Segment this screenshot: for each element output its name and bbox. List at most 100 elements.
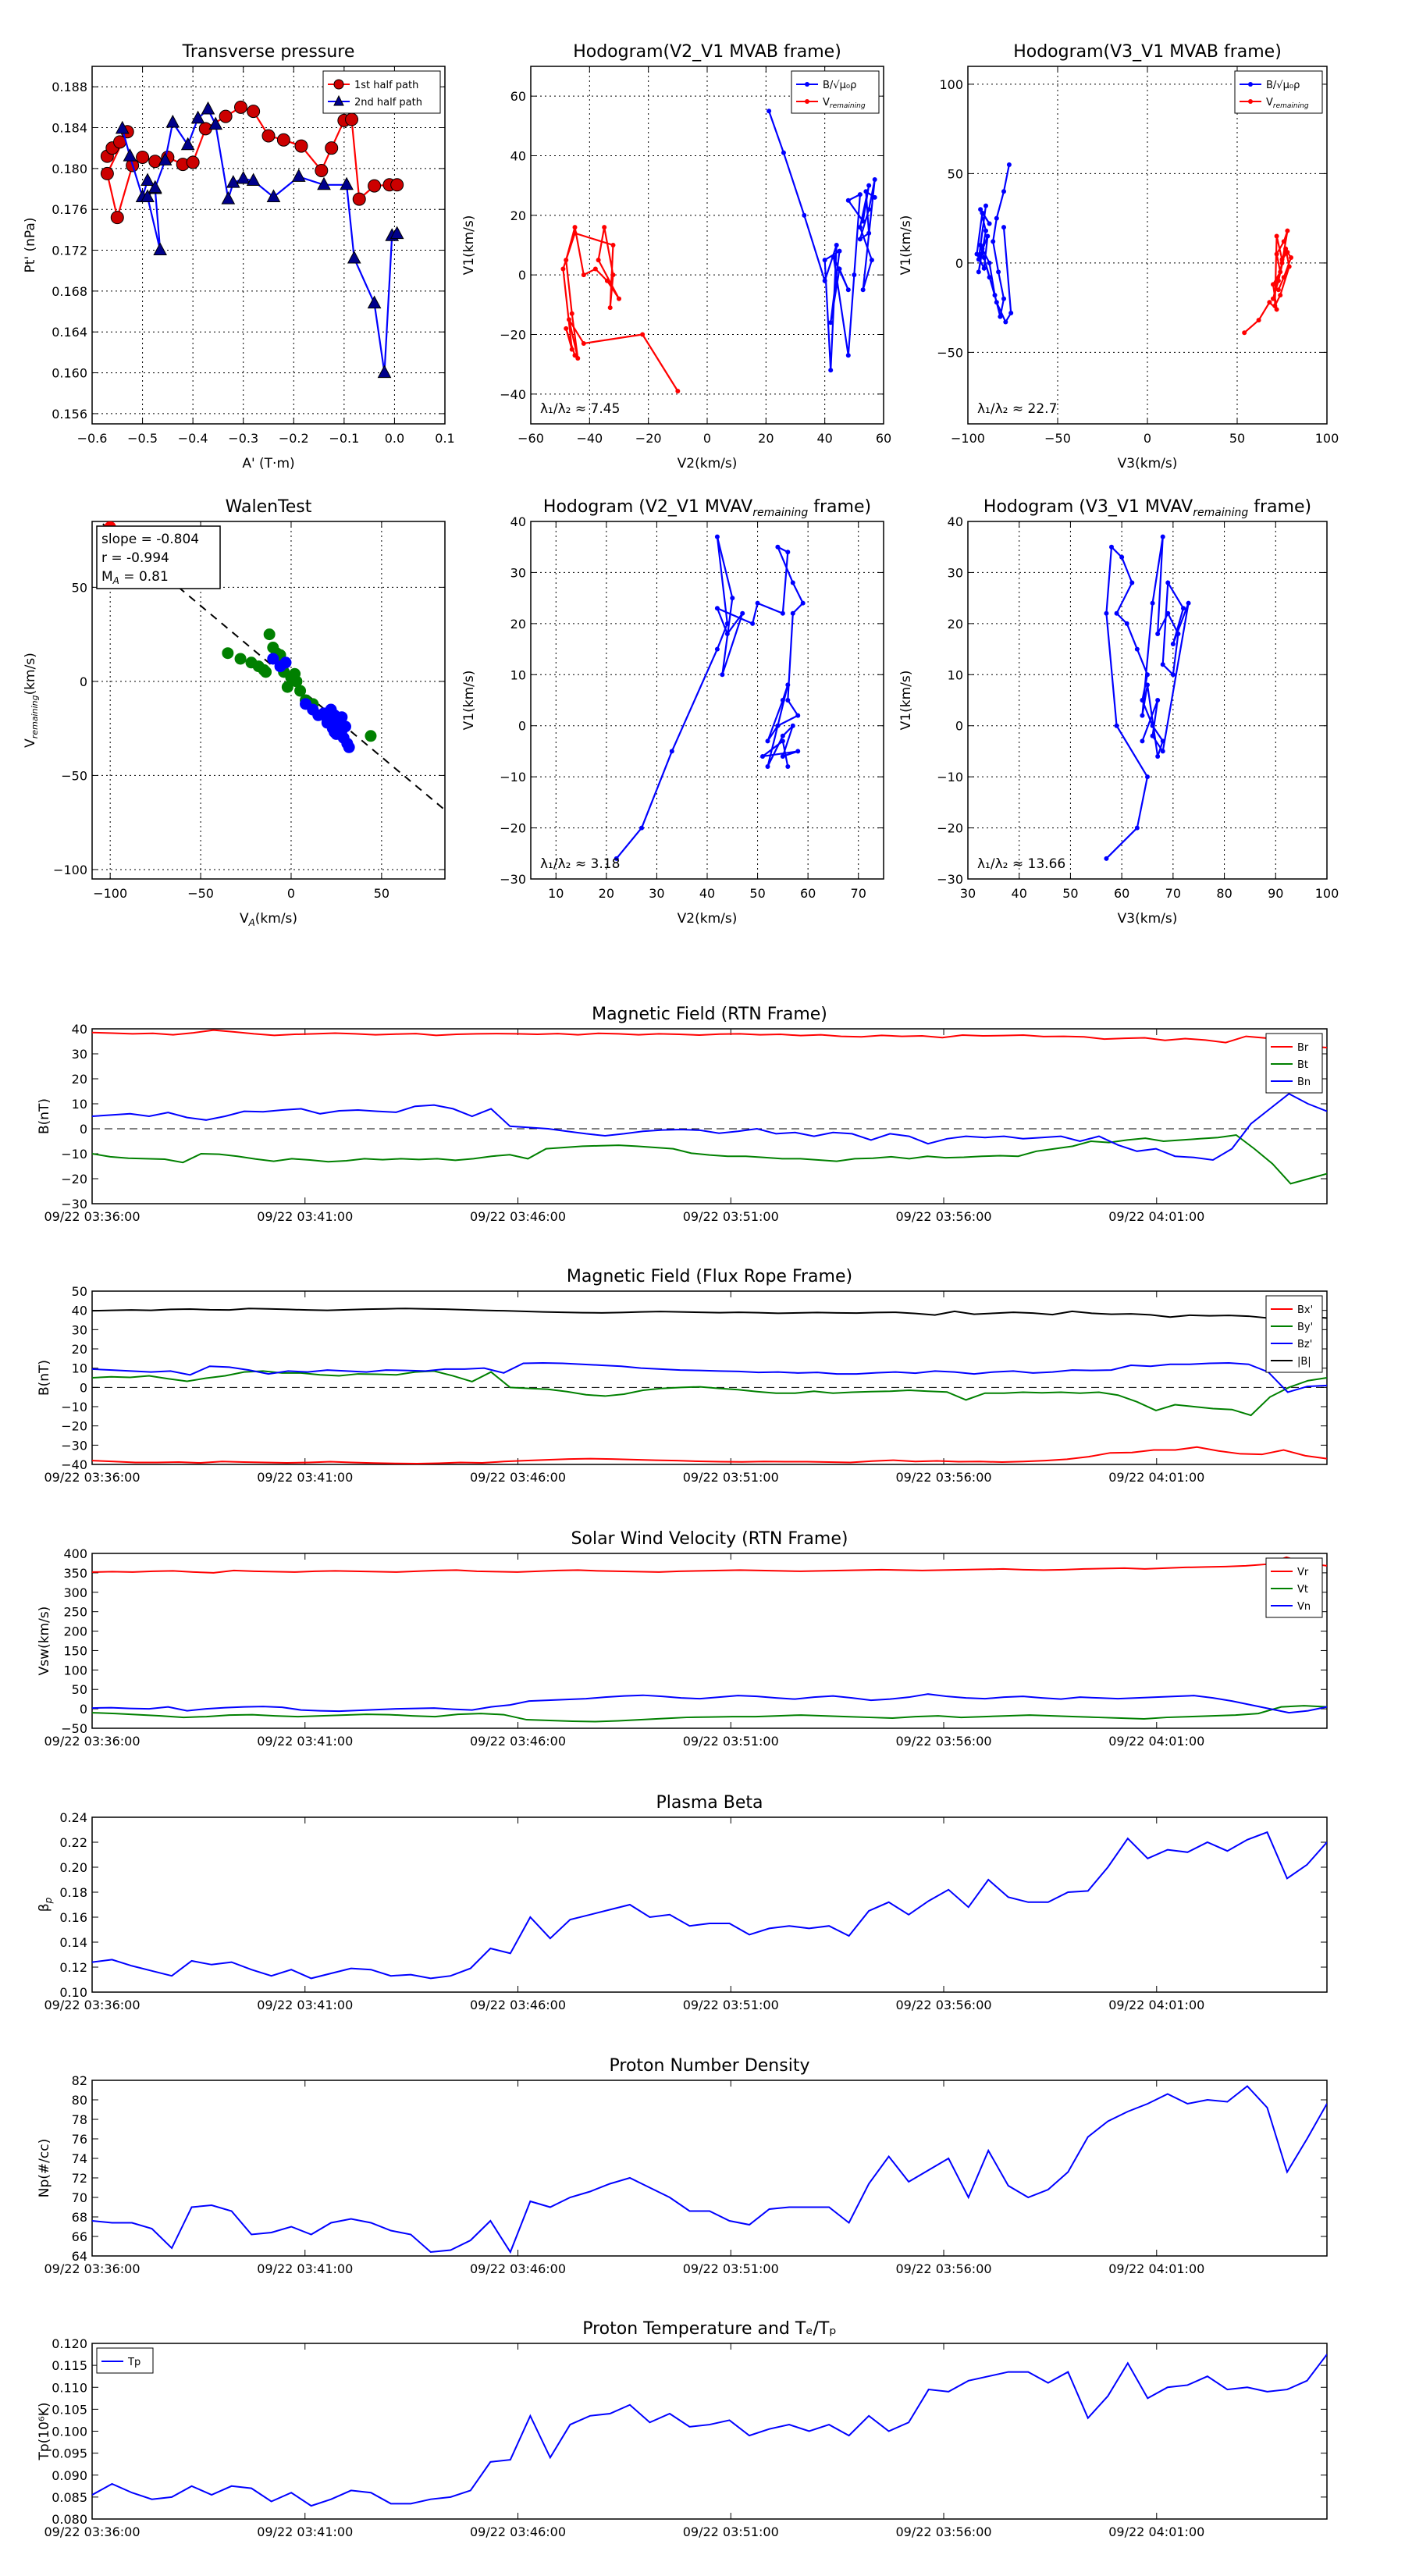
y-tick-label: 0.172 (52, 244, 87, 258)
chart-title: Proton Number Density (610, 2056, 810, 2076)
data-marker-dot (785, 550, 791, 555)
chart-magnetic-field-flux-rope: Magnetic Field (Flux Rope Frame) −40 −30 −2… (37, 1267, 1328, 1485)
data-marker-dot (780, 733, 785, 738)
y-tick-label: 80 (72, 2093, 87, 2108)
data-marker-dot (1278, 293, 1283, 298)
data-marker-dot (607, 305, 613, 311)
series-line-Tp (92, 2354, 1327, 2507)
y-tick-label: 10 (72, 1097, 87, 1112)
scatter-point-blue-points (321, 717, 333, 729)
data-marker-dot (795, 749, 801, 754)
y-axis-label: βp (37, 1897, 54, 1912)
legend-label: Vt (1297, 1584, 1308, 1596)
series-line-Vr (92, 1556, 1327, 1574)
y-tick-label: −50 (61, 768, 87, 783)
y-tick-label: 30 (72, 1322, 87, 1337)
data-marker-dot (795, 713, 801, 718)
y-tick-label: 0.085 (52, 2490, 87, 2505)
y-tick-label: 0 (518, 719, 526, 734)
legend-label: Bt (1297, 1059, 1308, 1071)
data-marker-dot (575, 356, 581, 361)
data-marker-dot (1271, 296, 1275, 301)
data-marker-dot (775, 723, 781, 728)
legend-label: 1st half path (354, 80, 418, 91)
data-marker-triangle (201, 101, 215, 115)
data-marker-dot (1186, 600, 1191, 606)
x-tick-label: 20 (599, 886, 614, 901)
x-tick-label: 09/22 03:36:00 (44, 2261, 140, 2276)
y-tick-label: 0.156 (52, 407, 87, 422)
y-tick-label: −50 (937, 345, 963, 360)
y-tick-label: −20 (61, 1419, 87, 1434)
y-tick-label: 150 (63, 1643, 87, 1658)
x-tick-label: 09/22 04:01:00 (1108, 2524, 1204, 2539)
y-tick-label: 0.110 (52, 2380, 87, 2395)
x-tick-label: 0.0 (385, 431, 404, 446)
data-marker-circle (368, 179, 382, 193)
x-tick-label: 09/22 03:56:00 (896, 1734, 992, 1749)
chart-title: Hodogram (V3_V1 MVAVremaining frame) (984, 497, 1311, 519)
data-marker-dot (869, 258, 874, 263)
x-tick-label: 09/22 03:41:00 (257, 1209, 353, 1224)
data-marker-dot (1140, 713, 1145, 718)
y-tick-label: 0.18 (59, 1885, 87, 1900)
x-tick-label: 09/22 04:01:00 (1108, 1998, 1204, 2012)
y-tick-label: −20 (937, 821, 963, 836)
y-axis-label: V1(km/s) (461, 215, 477, 276)
data-marker-dot (857, 225, 863, 230)
y-tick-label: 0.168 (52, 284, 87, 299)
x-tick-label: 09/22 03:41:00 (257, 2524, 353, 2539)
data-marker-dot (1160, 738, 1165, 744)
data-marker-triangle (208, 116, 223, 130)
x-tick-label: 09/22 03:51:00 (683, 2261, 779, 2276)
y-tick-label: 68 (72, 2210, 87, 2225)
y-tick-label: 0 (955, 719, 963, 734)
data-marker-dot (730, 596, 735, 601)
y-tick-label: −50 (61, 1721, 87, 1736)
data-marker-dot (981, 265, 987, 271)
data-marker-dot (569, 311, 574, 316)
x-tick-label: 09/22 03:46:00 (470, 2524, 566, 2539)
y-tick-label: 0.176 (52, 202, 87, 217)
data-marker-dot (1176, 631, 1181, 636)
data-marker-circle (315, 163, 329, 177)
x-tick-label: 10 (548, 886, 564, 901)
data-marker-dot (1140, 698, 1145, 703)
scatter-point-green-points (365, 730, 377, 742)
data-marker-dot (1256, 318, 1261, 323)
series-line-Np (92, 2085, 1327, 2254)
x-tick-label: 60 (800, 886, 816, 901)
data-marker-dot (985, 233, 991, 239)
legend-sub: remaining (1273, 102, 1309, 110)
data-marker-dot (617, 296, 621, 301)
scatter-point-blue-points (329, 726, 341, 738)
lambda-ratio-annotation: λ₁/λ₂ ≈ 7.45 (540, 401, 620, 417)
data-marker-dot (860, 219, 866, 224)
y-tick-label: 0.22 (59, 1835, 87, 1850)
data-marker-triangle (367, 295, 382, 309)
x-tick-label: 09/22 04:01:00 (1108, 1470, 1204, 1485)
data-marker-dot (1272, 303, 1278, 308)
x-tick-label: 50 (1062, 886, 1078, 901)
data-marker-dot (1155, 698, 1161, 703)
data-marker-dot (984, 228, 988, 233)
data-marker-circle (276, 133, 290, 147)
y-tick-label: 0.20 (59, 1860, 87, 1875)
y-axis-label: V1(km/s) (461, 671, 477, 731)
data-marker-dot (1170, 642, 1176, 647)
y-tick-label: 30 (72, 1047, 87, 1062)
y-tick-label: 76 (72, 2132, 87, 2147)
data-marker-triangle (153, 242, 168, 256)
data-marker-dot (1160, 749, 1165, 754)
scatter-point-green-points (234, 653, 247, 665)
data-marker-triangle (236, 170, 251, 184)
data-marker-dot (780, 698, 785, 703)
plot-frame (91, 2080, 1328, 2257)
x-tick-label: 09/22 03:41:00 (257, 1470, 353, 1485)
series-line-Bx- (92, 1446, 1327, 1464)
data-marker-circle (261, 129, 276, 143)
y-tick-label: 0.184 (52, 121, 87, 136)
x-tick-label: −0.4 (178, 431, 208, 446)
scatter-point-green-points (222, 647, 234, 660)
chart-title: Magnetic Field (Flux Rope Frame) (567, 1267, 852, 1286)
